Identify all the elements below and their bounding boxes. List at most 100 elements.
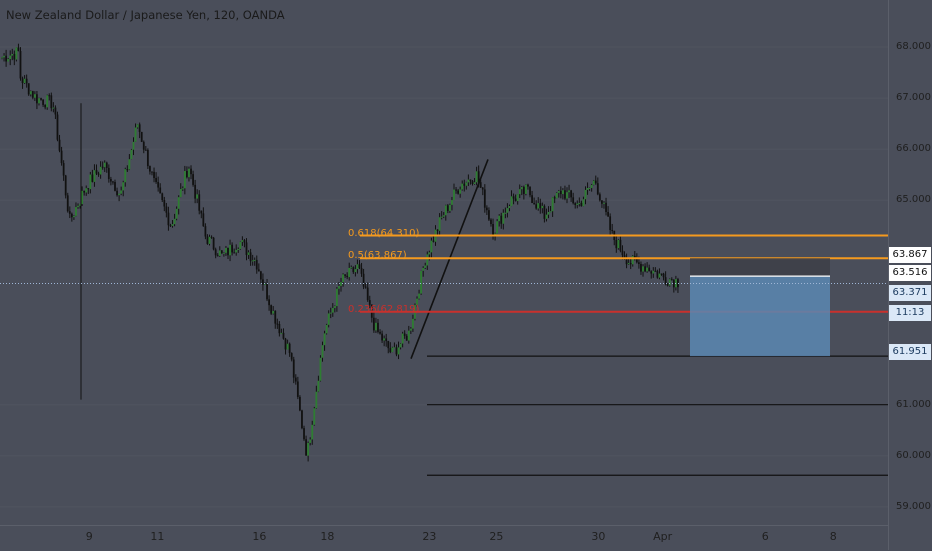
candle-body	[584, 189, 587, 200]
fib-level-label: 0.5(63.867)	[348, 250, 407, 262]
candle-body	[81, 190, 84, 205]
candle-body	[313, 408, 316, 425]
candle-body	[387, 341, 390, 349]
candle-body	[426, 254, 429, 266]
candle-body	[327, 313, 330, 325]
stop-zone	[690, 258, 830, 277]
candle-body	[648, 267, 651, 272]
candle-body	[167, 212, 170, 226]
candle-body	[222, 252, 225, 254]
candle-body	[471, 180, 474, 184]
candle-body	[210, 236, 213, 238]
candle-body	[142, 141, 145, 150]
candle-body	[625, 258, 628, 265]
candle-body	[520, 187, 523, 190]
candle-body	[225, 247, 227, 253]
candle-body	[286, 343, 289, 350]
candle-body	[296, 381, 299, 397]
candle-body	[276, 323, 279, 325]
candle-body	[274, 310, 277, 324]
candle-body	[112, 181, 114, 183]
candle-body	[463, 183, 466, 186]
candle-body	[457, 190, 460, 194]
candle-body	[615, 240, 618, 249]
candle-body	[605, 202, 607, 212]
candle-body	[646, 267, 649, 272]
candle-body	[506, 208, 509, 213]
candle-body	[44, 104, 47, 108]
candle-body	[151, 171, 153, 173]
candle-body	[179, 189, 182, 198]
candle-body	[107, 167, 110, 180]
candle-body	[122, 182, 125, 191]
candle-body	[237, 248, 240, 250]
candle-body	[257, 269, 260, 272]
candle-body	[268, 299, 270, 306]
candle-body	[428, 252, 431, 255]
candle-body	[664, 277, 667, 284]
price-axis[interactable]	[888, 0, 932, 550]
time-axis[interactable]	[0, 525, 888, 551]
candle-body	[483, 189, 486, 208]
candle-body	[492, 224, 494, 236]
candle-body	[198, 194, 201, 211]
candle-body	[346, 275, 349, 278]
candle-body	[233, 252, 236, 254]
candle-body	[586, 187, 589, 190]
candle-body	[397, 347, 400, 355]
candle-body	[50, 95, 53, 109]
price-badge: 11:13	[889, 305, 931, 321]
candle-body	[372, 317, 375, 331]
candle-body	[627, 262, 630, 265]
price-badge: 61.951	[889, 344, 931, 360]
candle-body	[596, 183, 599, 195]
candle-body	[216, 255, 219, 257]
candle-body	[582, 199, 585, 207]
candle-body	[36, 94, 38, 104]
candle-body	[352, 267, 355, 273]
candle-body	[358, 264, 361, 269]
candle-body	[594, 180, 597, 184]
candle-body	[574, 203, 577, 205]
candle-body	[545, 214, 548, 219]
candle-body	[272, 310, 275, 314]
candle-body	[282, 332, 285, 339]
candle-body	[311, 424, 314, 440]
candle-body	[66, 195, 69, 212]
candle-body	[56, 114, 59, 140]
candle-body	[126, 169, 129, 171]
candle-body	[660, 273, 663, 275]
candle-body	[227, 247, 229, 256]
candle-body	[383, 338, 386, 341]
candle-body	[451, 200, 453, 205]
candle-body	[525, 184, 527, 194]
candle-body	[496, 221, 499, 234]
candle-body	[5, 55, 8, 62]
candle-body	[329, 312, 332, 314]
candle-body	[444, 205, 447, 216]
candle-body	[467, 179, 470, 183]
candle-body	[21, 78, 24, 84]
candle-body	[621, 250, 624, 256]
candle-body	[62, 163, 65, 176]
candle-body	[284, 338, 287, 350]
candle-body	[109, 179, 112, 182]
candle-body	[253, 259, 256, 261]
candle-body	[677, 279, 679, 288]
candle-body	[247, 252, 250, 255]
candle-body	[29, 91, 32, 95]
candle-body	[405, 335, 408, 341]
x-tick-label: 18	[320, 530, 335, 543]
candle-body	[175, 208, 178, 219]
candle-body	[381, 333, 383, 341]
candle-body	[292, 359, 295, 378]
candle-body	[181, 188, 184, 190]
candle-body	[640, 263, 642, 272]
candle-body	[461, 183, 464, 190]
candle-body	[54, 107, 57, 115]
y-tick-label: 67.000	[896, 92, 931, 104]
candle-body	[617, 239, 620, 249]
candle-body	[389, 348, 392, 353]
candle-body	[27, 83, 30, 95]
